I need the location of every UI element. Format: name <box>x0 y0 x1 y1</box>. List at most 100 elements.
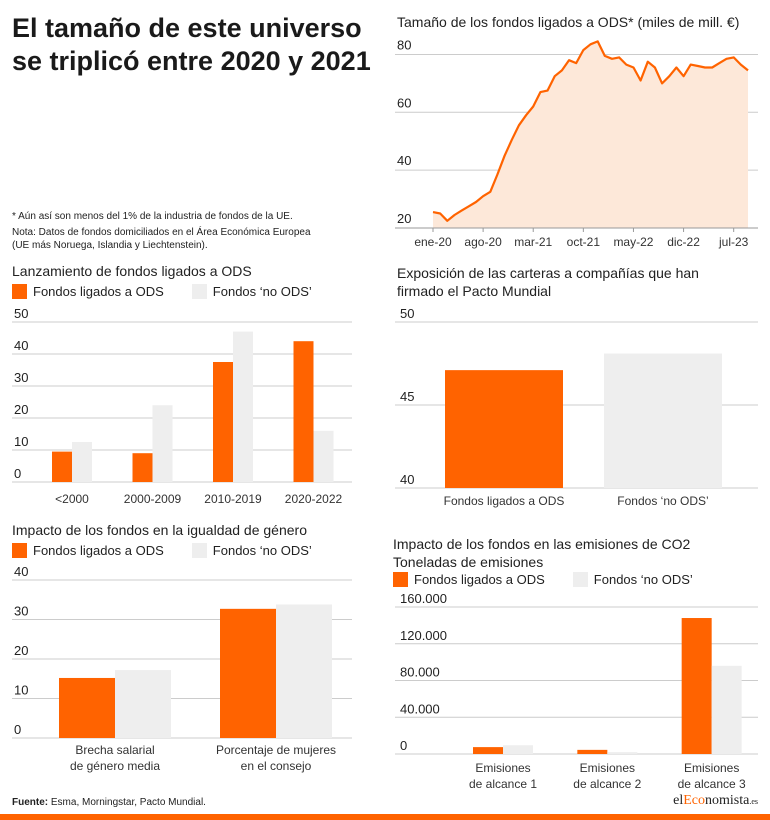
chart-exposure-title: Exposición de las carteras a compañías q… <box>397 265 699 299</box>
bar-ods <box>59 677 115 738</box>
bar-ods <box>220 608 276 738</box>
y-tick-label: 30 <box>14 604 28 619</box>
x-tick-label: 2020-2022 <box>285 492 343 506</box>
y-tick-label: 20 <box>14 402 28 417</box>
x-tick-label: en el consejo <box>241 759 312 773</box>
brand-logo: elEconomista.es <box>673 793 758 808</box>
bar-no-ods <box>604 353 722 488</box>
y-tick-label: 40 <box>397 153 411 168</box>
bar-no-ods <box>152 405 173 482</box>
y-tick-label: 50 <box>400 306 414 321</box>
y-tick-label: 45 <box>400 389 414 404</box>
x-tick-label: mar-21 <box>514 235 552 249</box>
legend-label-no-ods: Fondos ‘no ODS’ <box>212 284 312 299</box>
x-tick-label: de género media <box>70 759 160 773</box>
y-tick-label: 30 <box>14 370 28 385</box>
chart-gender: 0 10 20 30 40 Brecha salarial de género media P… <box>12 564 352 773</box>
legend-label-no-ods: Fondos ‘no ODS’ <box>593 572 693 587</box>
y-tick-label: 20 <box>14 643 28 658</box>
bar-ods <box>577 749 608 754</box>
x-tick-label: 2010-2019 <box>204 492 262 506</box>
x-tick-label: oct-21 <box>567 235 601 249</box>
source-note: Fuente: Esma, Morningstar, Pacto Mundial… <box>12 797 206 808</box>
legend-swatch-no-ods <box>191 284 207 299</box>
chart-co2: 0 40.000 80.000 120.000 160.000 Emisiones de a… <box>395 591 758 790</box>
chart-size: 20 40 60 80 ene-20 ago-20 mar-21 oct-21 may-22 di… <box>395 37 758 249</box>
x-tick-label: 2000-2009 <box>124 492 182 506</box>
y-tick-label: 0 <box>14 466 21 481</box>
x-tick-label: Emisiones <box>684 761 739 775</box>
x-tick-label: Emisiones <box>580 761 635 775</box>
y-tick-label: 0 <box>400 738 407 753</box>
bar-no-ods <box>503 745 533 754</box>
bar-ods <box>132 453 153 482</box>
y-tick-label: 50 <box>14 306 28 321</box>
bar-no-ods <box>72 442 92 482</box>
bar-ods <box>473 747 503 754</box>
bar-no-ods <box>276 604 332 738</box>
y-tick-label: 40.000 <box>400 701 440 716</box>
bar-no-ods <box>313 430 334 482</box>
x-tick-label: de alcance 2 <box>573 777 641 790</box>
area-fill <box>433 41 748 229</box>
legend-label-ods: Fondos ligados a ODS <box>414 572 545 587</box>
legend-label-ods: Fondos ligados a ODS <box>33 543 164 558</box>
bar-no-ods <box>233 331 253 482</box>
chart-launch-legend: Fondos ligados a ODS Fondos ‘no ODS’ <box>12 284 312 299</box>
x-tick-label: <2000 <box>55 492 89 506</box>
x-tick-label: ago-20 <box>464 235 502 249</box>
y-tick-label: 0 <box>14 722 21 737</box>
chart-launch: 0 10 20 30 40 50 <2000 2000-2009 2010-2019 2020-2… <box>12 306 352 506</box>
y-tick-label: 40 <box>14 564 28 579</box>
legend-label-no-ods: Fondos ‘no ODS’ <box>212 543 312 558</box>
note-line: * Aún así son menos del 1% de la industr… <box>12 211 293 222</box>
bar-no-ods <box>607 752 638 754</box>
x-tick-label: may-22 <box>613 235 653 249</box>
y-tick-label: 20 <box>397 211 411 226</box>
bar-ods <box>293 341 314 482</box>
x-tick-label: jul-23 <box>718 235 749 249</box>
chart-gender-title: Impacto de los fondos en la igualdad de … <box>12 522 307 538</box>
y-tick-label: 60 <box>397 95 411 110</box>
chart-gender-legend: Fondos ligados a ODS Fondos ‘no ODS’ <box>12 543 312 558</box>
y-tick-label: 10 <box>14 434 28 449</box>
y-tick-label: 40 <box>14 338 28 353</box>
note-line: (UE más Noruega, Islandia y Liechtenstei… <box>12 240 208 251</box>
y-tick-label: 10 <box>14 683 28 698</box>
x-tick-label: dic-22 <box>667 235 700 249</box>
y-tick-label: 160.000 <box>400 591 447 606</box>
chart-co2-subtitle: Toneladas de emisiones <box>393 554 544 570</box>
headline: El tamaño de este universo se triplicó e… <box>12 13 371 76</box>
note-line: Nota: Datos de fondos domiciliados en el… <box>12 227 311 238</box>
x-tick-label: de alcance 1 <box>469 777 537 790</box>
bar-no-ods <box>711 665 742 754</box>
legend-swatch-ods <box>12 284 27 299</box>
y-tick-label: 40 <box>400 472 414 487</box>
chart-launch-title: Lanzamiento de fondos ligados a ODS <box>12 263 252 279</box>
bottom-bar <box>0 814 770 820</box>
bar-ods <box>681 618 712 754</box>
bar-no-ods <box>115 670 171 738</box>
x-tick-label: ene-20 <box>414 235 452 249</box>
legend-swatch-ods <box>12 543 27 558</box>
legend-label-ods: Fondos ligados a ODS <box>33 284 164 299</box>
legend-swatch-no-ods <box>191 543 207 558</box>
y-tick-label: 80.000 <box>400 665 440 680</box>
x-tick-label: Brecha salarial <box>75 743 154 757</box>
chart-co2-legend: Fondos ligados a ODS Fondos ‘no ODS’ <box>393 572 693 587</box>
chart-size-title: Tamaño de los fondos ligados a ODS* (mil… <box>397 14 740 30</box>
notes: * Aún así son menos del 1% de la industr… <box>12 210 352 252</box>
chart-exposure: 40 45 50 Fondos ligados a ODS Fondos ‘no ODS… <box>395 306 758 508</box>
chart-co2-title-main: Impacto de los fondos en las emisiones d… <box>393 536 691 552</box>
x-tick-label: Fondos ‘no ODS’ <box>617 494 708 508</box>
bar-ods <box>213 362 233 482</box>
bar-ods <box>52 451 72 482</box>
x-tick-label: de alcance 3 <box>678 777 746 790</box>
bar-ods <box>445 370 563 488</box>
chart-co2-title: Impacto de los fondos en las emisiones d… <box>393 535 690 571</box>
legend-swatch-no-ods <box>572 572 588 587</box>
y-tick-label: 80 <box>397 37 411 52</box>
series-line <box>432 40 749 222</box>
source-text: Esma, Morningstar, Pacto Mundial. <box>50 797 206 808</box>
y-tick-label: 120.000 <box>400 628 447 643</box>
